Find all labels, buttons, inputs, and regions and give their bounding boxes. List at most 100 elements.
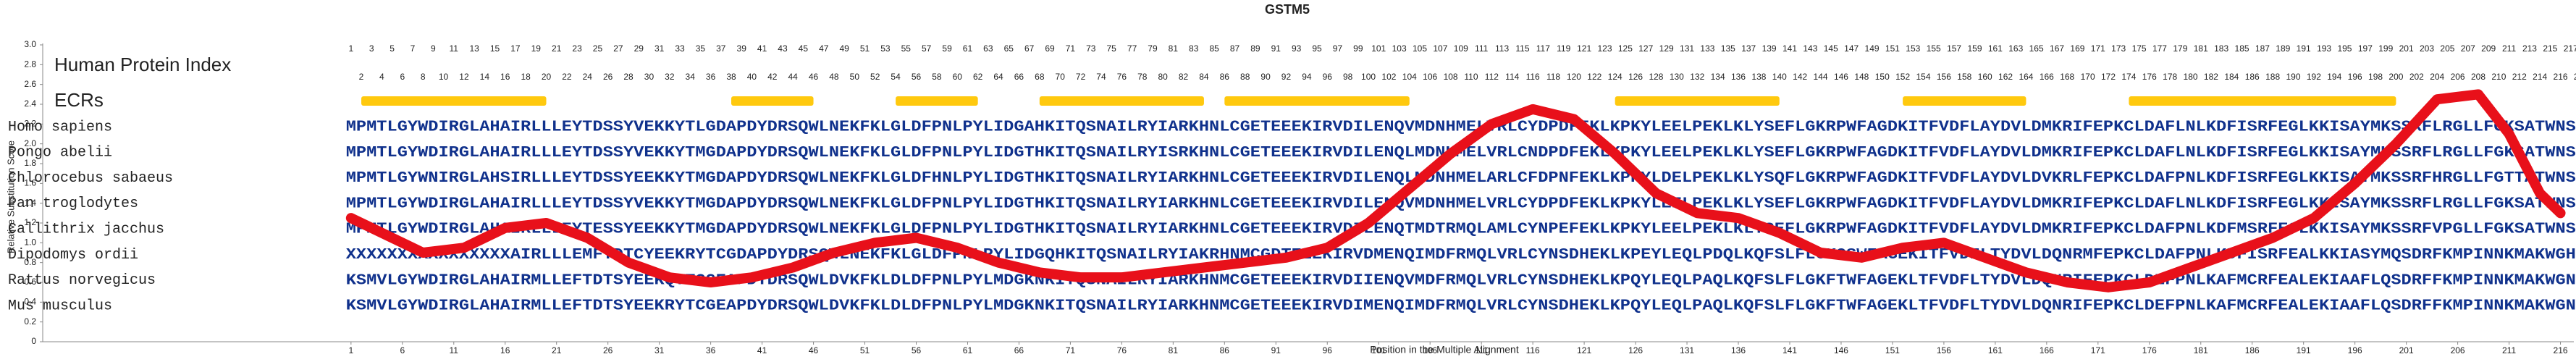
- x-tick-label: 11: [450, 345, 459, 355]
- index-number: 17: [510, 43, 521, 54]
- index-number: 41: [757, 43, 767, 54]
- index-number: 203: [2420, 43, 2434, 54]
- x-tick-label: 201: [2399, 345, 2414, 355]
- index-number: 34: [686, 72, 696, 82]
- index-number: 74: [1096, 72, 1106, 82]
- index-number: 202: [2409, 72, 2424, 82]
- index-number: 135: [1721, 43, 1735, 54]
- index-number: 85: [1209, 43, 1219, 54]
- index-number: 15: [490, 43, 500, 54]
- index-number: 77: [1127, 43, 1137, 54]
- y-tick-label: 1.2: [24, 217, 36, 227]
- index-label: Human Protein Index: [54, 54, 231, 75]
- x-tick-label: 61: [963, 345, 973, 355]
- sequence: MPMTLGYWDIRGLAHAIRLLLEYTDSSYVEKKYTMGDAPD…: [346, 195, 2576, 212]
- index-number: 162: [1998, 72, 2013, 82]
- index-number: 57: [922, 43, 932, 54]
- x-tick-label: 121: [1577, 345, 1591, 355]
- index-number: 98: [1343, 72, 1353, 82]
- index-number: 37: [716, 43, 726, 54]
- species-name: Mus musculus: [8, 298, 112, 314]
- score-line: [345, 89, 2566, 292]
- index-number: 52: [870, 72, 880, 82]
- index-number: 174: [2121, 72, 2136, 82]
- index-number: 44: [788, 72, 798, 82]
- y-tick-label: 0.2: [24, 316, 36, 327]
- index-number: 189: [2276, 43, 2290, 54]
- index-number: 10: [439, 72, 449, 82]
- x-tick-label: 71: [1066, 345, 1076, 355]
- y-tick-label: 0: [31, 336, 36, 346]
- x-tick-label: 66: [1014, 345, 1024, 355]
- index-number: 75: [1107, 43, 1117, 54]
- index-number: 48: [829, 72, 839, 82]
- index-number: 159: [1967, 43, 1982, 54]
- index-number: 140: [1772, 72, 1787, 82]
- index-number: 11: [450, 43, 459, 54]
- index-number: 90: [1260, 72, 1271, 82]
- ecr-bar: [1224, 96, 1410, 106]
- index-number: 87: [1230, 43, 1240, 54]
- index-number: 167: [2050, 43, 2064, 54]
- index-number: 67: [1024, 43, 1035, 54]
- index-number: 97: [1333, 43, 1343, 54]
- index-number: 40: [747, 72, 757, 82]
- index-number: 114: [1505, 72, 1519, 82]
- index-number: 131: [1680, 43, 1694, 54]
- x-tick-label: 176: [2142, 345, 2157, 355]
- index-number: 103: [1392, 43, 1407, 54]
- y-tick-label: 0.6: [24, 277, 36, 287]
- index-number: 80: [1158, 72, 1168, 82]
- x-tick-label: 81: [1169, 345, 1179, 355]
- index-number: 8: [421, 72, 426, 82]
- x-tick-label: 116: [1526, 345, 1540, 355]
- index-number: 70: [1056, 72, 1066, 82]
- y-tick-label: 1.0: [24, 237, 36, 248]
- x-tick-label: 21: [552, 345, 562, 355]
- index-number: 152: [1895, 72, 1910, 82]
- index-number: 113: [1495, 43, 1509, 54]
- index-number: 218: [2574, 72, 2576, 82]
- x-tick-label: 31: [654, 345, 665, 355]
- index-number: 25: [593, 43, 603, 54]
- ecr-bar: [1903, 96, 2026, 106]
- index-number: 163: [2008, 43, 2023, 54]
- index-number: 181: [2194, 43, 2208, 54]
- index-number: 54: [891, 72, 901, 82]
- index-number: 47: [819, 43, 829, 54]
- index-number: 193: [2317, 43, 2331, 54]
- index-number: 73: [1086, 43, 1096, 54]
- index-number: 3: [369, 43, 374, 54]
- x-tick-label: 16: [500, 345, 510, 355]
- index-number: 210: [2491, 72, 2506, 82]
- index-number: 149: [1865, 43, 1880, 54]
- index-number: 175: [2132, 43, 2147, 54]
- y-tick-label: 1.4: [24, 198, 36, 208]
- index-number: 102: [1381, 72, 1396, 82]
- sequence: MPMTLGYWDIRGLAHAIRLLLEYTDSSYVEKKYTMGDAPD…: [346, 145, 2576, 161]
- x-tick-label: 41: [757, 345, 767, 355]
- index-number: 191: [2297, 43, 2311, 54]
- y-tick-label: 2.4: [24, 98, 36, 109]
- index-number: 28: [623, 72, 634, 82]
- index-number: 145: [1824, 43, 1838, 54]
- index-number: 157: [1947, 43, 1961, 54]
- index-number: 132: [1690, 72, 1704, 82]
- index-number: 126: [1628, 72, 1643, 82]
- x-tick-label: 111: [1475, 345, 1489, 355]
- index-number: 170: [2081, 72, 2095, 82]
- sequence: MPMTLGYWNIRGLAHSIRLLLEYTDSSYEEKKYTMGDAPD…: [346, 170, 2576, 187]
- x-tick-label: 216: [2554, 345, 2568, 355]
- x-tick-label: 161: [1988, 345, 2003, 355]
- index-number: 12: [459, 72, 469, 82]
- index-number: 84: [1199, 72, 1209, 82]
- index-number: 187: [2255, 43, 2270, 54]
- index-number: 46: [809, 72, 819, 82]
- index-number: 188: [2265, 72, 2280, 82]
- index-number: 150: [1875, 72, 1890, 82]
- x-tick-label: 191: [2297, 345, 2311, 355]
- index-number: 123: [1597, 43, 1612, 54]
- y-tick-label: 2.6: [24, 79, 36, 89]
- index-number: 95: [1312, 43, 1322, 54]
